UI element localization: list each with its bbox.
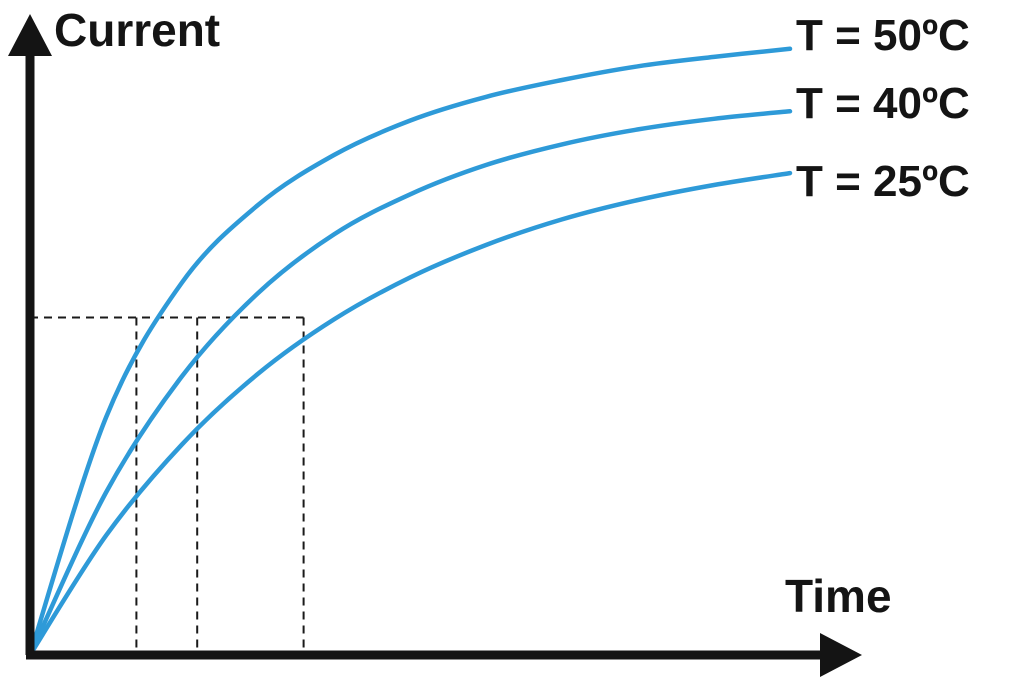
series-line-25c: [27, 170, 793, 658]
series-label-40c: T = 40ºC: [796, 79, 970, 128]
series-label-25c: T = 25ºC: [796, 157, 970, 206]
x-axis-title: Time: [785, 570, 892, 622]
reference-guides: [30, 316, 305, 655]
y-axis-arrow-icon: [8, 14, 52, 56]
series-label-50c: T = 50ºC: [796, 11, 970, 60]
series-line-50c: [27, 46, 793, 658]
x-axis-arrow-icon: [820, 633, 862, 677]
series-line-40c: [27, 109, 793, 658]
axes: [8, 14, 862, 677]
series-curves: [27, 46, 793, 658]
y-axis-title: Current: [54, 4, 220, 56]
